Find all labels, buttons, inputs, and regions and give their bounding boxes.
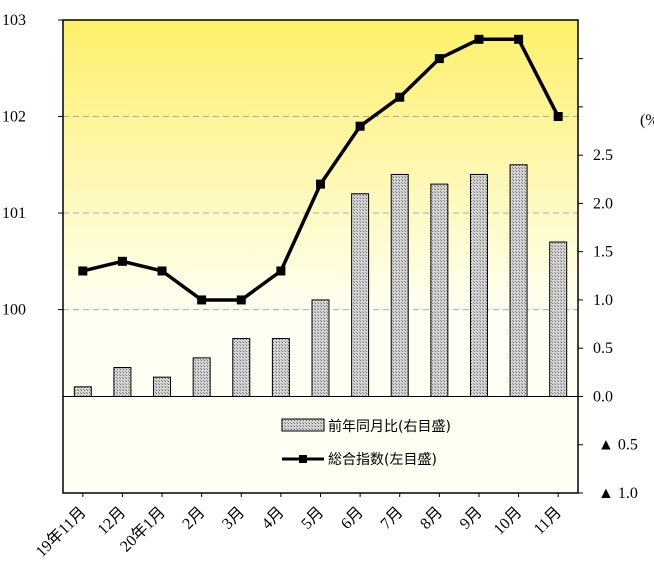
line-point [78,266,88,276]
right-tick-label: 0.0 [593,388,613,405]
x-tick-label: 2月 [179,504,208,533]
line-point [553,112,563,122]
right-tick-label: ▲ 1.0 [598,485,638,502]
line-point [276,266,286,276]
bar [390,173,409,397]
bar [113,367,132,397]
bar [232,338,251,397]
bar [469,173,488,397]
x-tick-label: 7月 [378,504,407,533]
line-point [316,179,325,189]
bar [192,357,211,397]
line-point [395,92,405,102]
x-tick-label: 9月 [457,504,486,533]
x-tick-label: 4月 [259,504,288,533]
bar [73,386,92,397]
line-point [236,295,246,305]
line-point [117,256,127,266]
line-point [514,34,524,44]
legend-bar-swatch [281,418,325,432]
axes: 100 101 102 103 ▲ 1.0 ▲ 0.5 0.0 0.5 1.0 1.5 2.0 2.5… [2,12,654,561]
right-tick-label: 0.5 [593,340,613,357]
x-tick-label: 8月 [417,504,446,533]
line-series [78,34,563,305]
legend-line-label: 総合指数(左目盛) [328,452,437,468]
left-tick-label: 101 [2,205,26,222]
line-point [197,295,207,305]
gridlines [63,116,578,311]
line-point [355,121,365,131]
right-tick-label: ▲ 0.5 [598,437,638,454]
right-tick-label: 1.5 [593,244,613,261]
x-tick-label: 11月 [531,504,565,538]
left-tick-label: 102 [2,109,26,126]
x-tick-label: 19年11月 [32,503,90,561]
bar [509,164,528,397]
line-point [157,266,167,276]
right-tick-label: 1.0 [593,292,613,309]
right-tick-label: 2.0 [593,195,613,212]
x-tick-label: 6月 [338,504,367,533]
legend-line-marker [299,455,307,463]
bar [351,193,370,397]
bar-series [73,164,568,397]
left-tick-label: 100 [2,302,26,319]
bar [311,299,330,397]
bar [153,376,172,397]
x-tick-label: 12月 [95,504,130,539]
right-axis-unit: (% [640,112,654,129]
right-tick-label: 2.5 [593,147,613,164]
bar [271,338,290,397]
x-tick-label: 10月 [491,504,526,539]
plot-area [63,20,578,493]
x-tick-label: 5月 [298,504,327,533]
bar [549,241,568,397]
bar [430,183,449,397]
x-tick-label: 3月 [219,504,248,533]
legend-bar-label: 前年同月比(右目盛) [328,418,451,435]
legend: 前年同月比(右目盛) 総合指数(左目盛) [281,418,451,468]
left-tick-label: 103 [2,12,26,29]
line-point [474,34,484,44]
line-point [434,54,444,64]
